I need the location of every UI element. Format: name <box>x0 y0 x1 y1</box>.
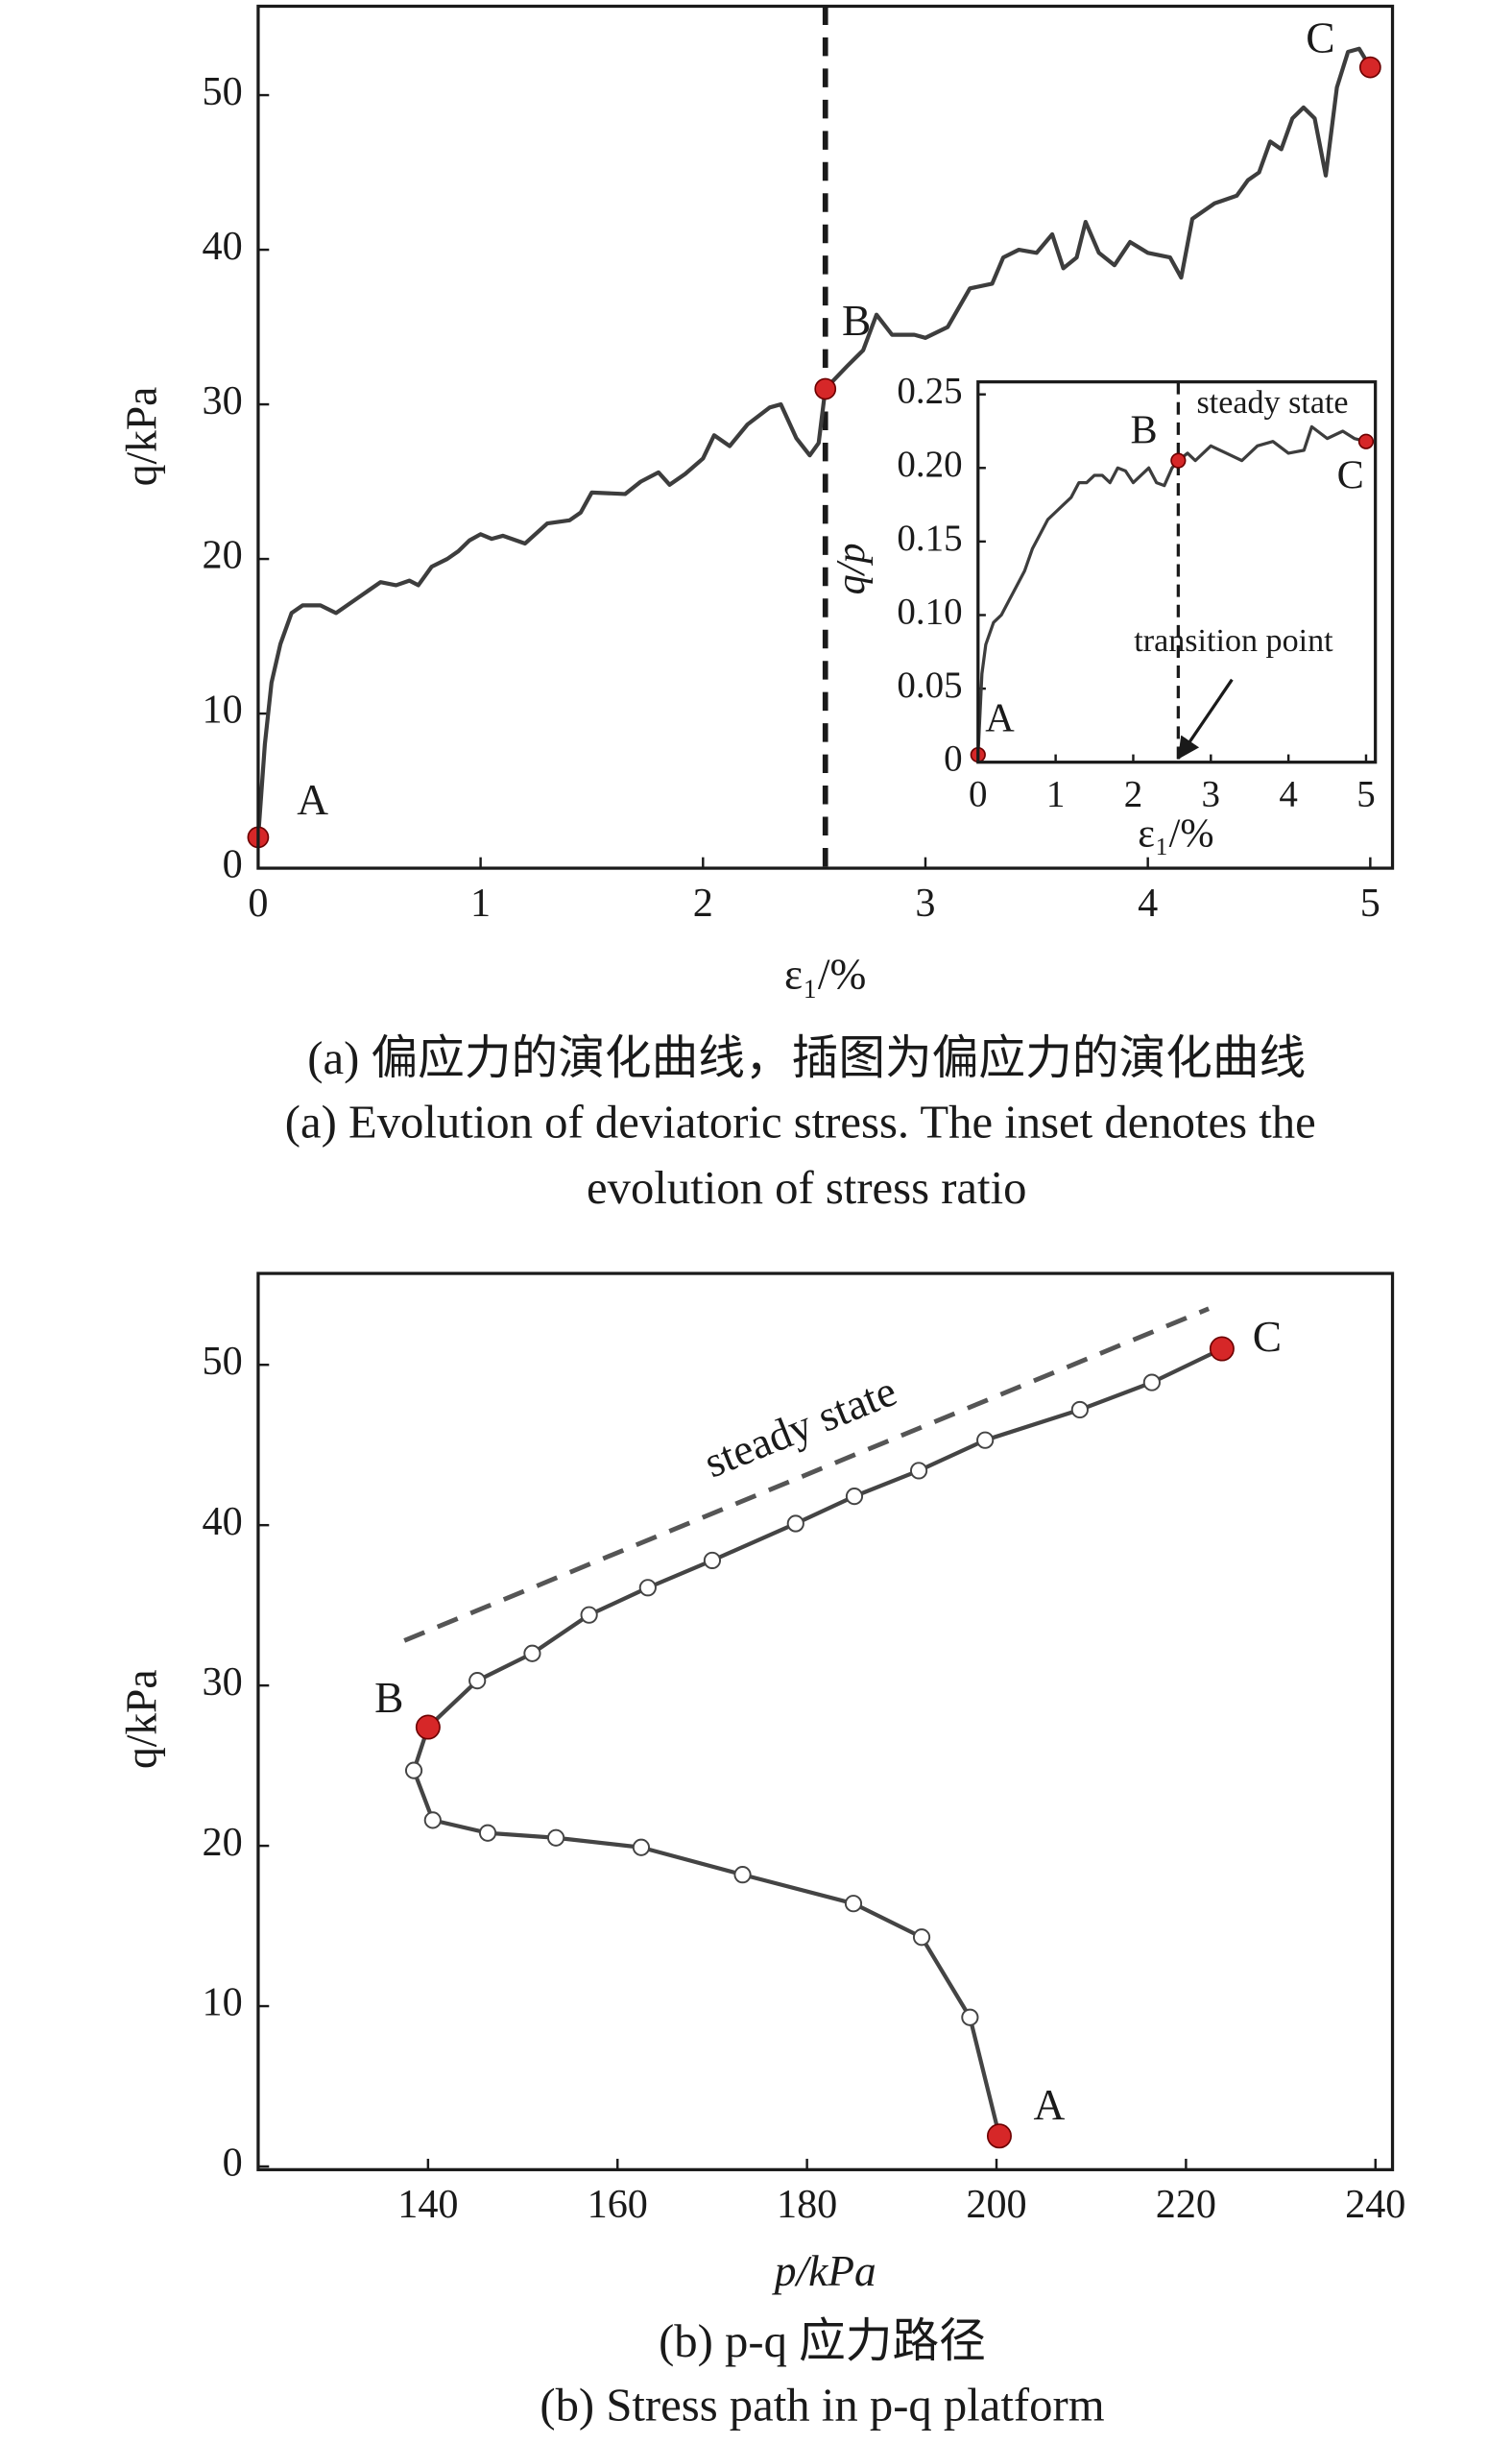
y-tick-label: 0 <box>223 2141 243 2186</box>
chart: 0 1 2 3 4 5 0 0.05 0.10 0.15 0.20 0.25 ε₁/% q/p A B Cste… <box>828 371 1378 856</box>
x-tick-label: 0 <box>248 881 268 926</box>
x-tick-label: 2 <box>693 881 713 926</box>
data-point <box>961 2008 979 2026</box>
x-tick-label: 1 <box>470 881 491 926</box>
x-tick-label: 160 <box>588 2182 648 2227</box>
data-point <box>638 1579 657 1597</box>
data-line <box>976 424 1367 756</box>
y-tick-label: 10 <box>203 1980 243 2025</box>
caption: (b) Stress path in p-q platform <box>540 2379 1104 2431</box>
x-tick-label: 4 <box>1138 881 1158 926</box>
data-point <box>478 1824 497 1842</box>
data-point <box>404 1761 423 1779</box>
key-point <box>1170 452 1187 469</box>
data-point <box>703 1551 722 1569</box>
y-tick-label: 20 <box>203 533 243 578</box>
y-tick-label: 40 <box>203 224 243 269</box>
y-tick-label: 0.20 <box>897 444 962 485</box>
x-tick-label: 140 <box>397 2182 458 2227</box>
data-point <box>580 1606 598 1624</box>
chart: 140 160 180 200 220 240 0 10 20 30 40 50 p/kPa q/kPa A… <box>117 1271 1405 2295</box>
axes-frame <box>256 1271 1395 2171</box>
x-tick-label: 4 <box>1279 774 1297 815</box>
x-tick-label: 220 <box>1156 2182 1216 2227</box>
y-tick-label: 50 <box>203 69 243 114</box>
y-tick-label: 0.15 <box>897 518 962 559</box>
caption: (b) p-q 应力路径 <box>659 2315 986 2367</box>
key-point-label: C <box>1306 14 1334 62</box>
steady-state-line <box>403 1306 1211 1643</box>
caption: evolution of stress ratio <box>587 1162 1026 1214</box>
key-point-label: A <box>297 776 328 824</box>
x-tick-label: 0 <box>969 774 987 815</box>
axes-frame <box>256 4 1395 870</box>
x-axis-label: ε₁/% <box>1138 811 1213 856</box>
x-tick-label: 1 <box>1046 774 1065 815</box>
y-axis-label: q/p <box>828 543 874 594</box>
data-point <box>468 1672 487 1690</box>
axes-frame <box>976 380 1378 764</box>
key-point <box>1357 433 1375 449</box>
y-tick-label: 0 <box>944 738 962 780</box>
y-tick-label: 0 <box>223 842 243 887</box>
key-point-label: C <box>1337 452 1364 497</box>
data-point <box>547 1828 565 1847</box>
x-axis-label: ε₁/% <box>784 951 866 999</box>
y-tick-label: 10 <box>203 688 243 733</box>
annotation-arrow <box>1177 678 1234 760</box>
key-point-label: B <box>1131 408 1158 453</box>
data-point <box>976 1431 995 1449</box>
data-point <box>845 1488 864 1506</box>
data-point <box>523 1644 541 1662</box>
data-point <box>1070 1400 1089 1419</box>
y-tick-label: 0.25 <box>897 371 962 412</box>
y-tick-label: 50 <box>203 1339 243 1384</box>
y-tick-label: 20 <box>203 1820 243 1865</box>
data-point <box>909 1462 928 1480</box>
x-tick-label: 3 <box>915 881 935 926</box>
key-point <box>814 377 837 400</box>
x-tick-label: 2 <box>1124 774 1142 815</box>
y-axis-label: q/kPa <box>117 387 165 487</box>
x-tick-label: 5 <box>1356 774 1375 815</box>
key-point <box>986 2123 1012 2149</box>
data-point <box>786 1514 804 1533</box>
data-point <box>912 1928 931 1947</box>
key-point-label: A <box>1033 2081 1065 2129</box>
caption: (a) Evolution of deviatoric stress. The … <box>285 1097 1316 1149</box>
x-tick-label: 3 <box>1202 774 1220 815</box>
key-point-label: B <box>842 297 871 345</box>
data-point <box>844 1895 863 1913</box>
y-axis-label: q/kPa <box>117 1670 165 1769</box>
key-point-label: C <box>1253 1313 1282 1361</box>
annotation: steady state <box>1197 385 1349 421</box>
x-tick-label: 180 <box>777 2182 837 2227</box>
x-tick-label: 240 <box>1345 2182 1405 2227</box>
x-tick-label: 200 <box>966 2182 1026 2227</box>
caption: (a) 偏应力的演化曲线，插图为偏应力的演化曲线 <box>307 1032 1306 1084</box>
annotation: transition point <box>1134 623 1333 659</box>
data-point <box>632 1838 651 1856</box>
key-point-label: A <box>985 696 1015 741</box>
key-point <box>1359 56 1381 79</box>
x-tick-label: 5 <box>1360 881 1380 926</box>
data-line <box>255 46 1373 838</box>
data-point <box>423 1811 442 1829</box>
y-tick-label: 0.05 <box>897 665 962 706</box>
plot-area <box>257 1273 1393 2170</box>
y-tick-label: 40 <box>203 1499 243 1544</box>
key-point-label: B <box>374 1674 403 1722</box>
data-point <box>1142 1373 1161 1391</box>
y-tick-label: 0.10 <box>897 591 962 632</box>
y-tick-label: 30 <box>203 1659 243 1705</box>
x-axis-label: p/kPa <box>772 2247 876 2295</box>
key-point <box>415 1714 441 1740</box>
data-point <box>733 1866 752 1884</box>
y-tick-label: 30 <box>203 378 243 423</box>
key-point <box>1209 1336 1235 1362</box>
